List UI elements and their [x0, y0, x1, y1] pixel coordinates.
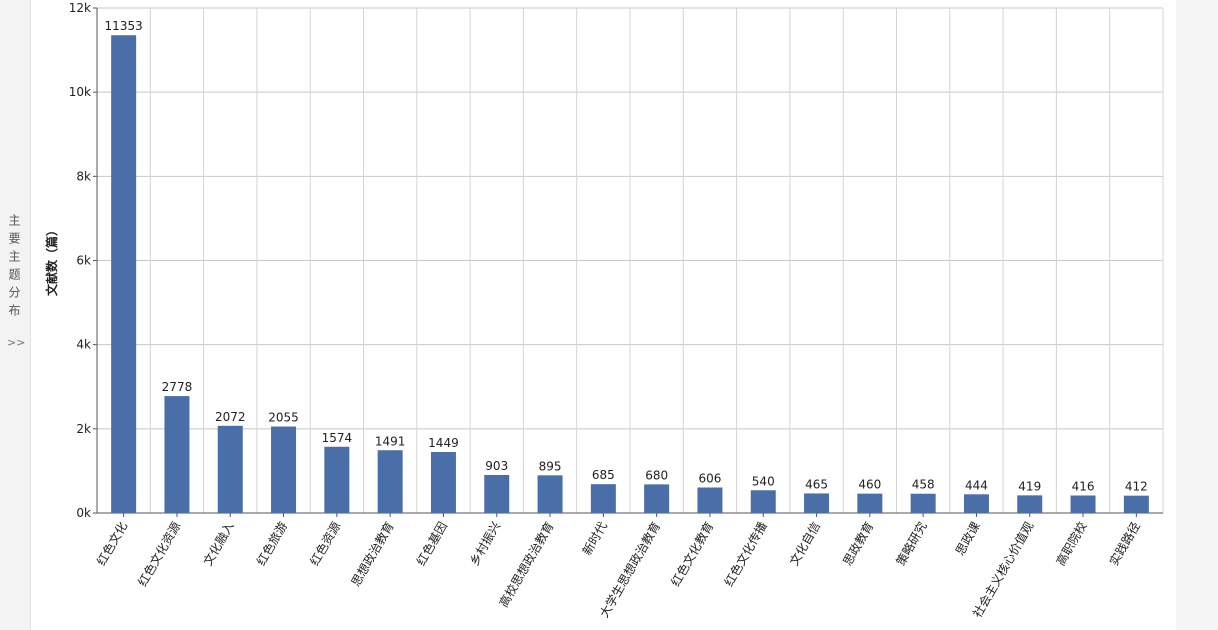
x-tick-label: 策略研究 — [893, 519, 930, 568]
value-label: 416 — [1072, 479, 1095, 493]
bar — [271, 426, 297, 513]
x-tick-label: 红色旅游 — [253, 519, 290, 568]
x-tick-label: 红色文化教育 — [668, 519, 717, 589]
bar — [590, 484, 616, 513]
bar — [324, 446, 350, 513]
bar — [804, 493, 830, 513]
value-label: 458 — [912, 478, 935, 492]
x-tick-label: 红色文化 — [93, 519, 130, 568]
value-label: 903 — [485, 459, 508, 473]
bar — [1017, 495, 1043, 513]
bar — [484, 474, 510, 513]
y-tick-label: 2k — [76, 422, 91, 436]
bar — [697, 487, 723, 513]
value-label: 606 — [698, 471, 721, 485]
x-tick-label: 思政教育 — [839, 519, 876, 568]
x-tick-label: 实践路径 — [1106, 519, 1143, 568]
x-tick-label: 文化自信 — [786, 519, 823, 568]
y-tick-label: 8k — [76, 169, 91, 183]
y-tick-label: 6k — [76, 254, 91, 268]
bar — [377, 450, 403, 513]
value-label: 2072 — [215, 410, 246, 424]
value-label: 460 — [858, 478, 881, 492]
bar — [963, 494, 989, 513]
x-tick-label: 新时代 — [579, 519, 610, 558]
bar — [644, 484, 670, 513]
y-tick-label: 0k — [76, 506, 91, 520]
value-label: 895 — [539, 459, 562, 473]
bar — [1123, 495, 1149, 513]
value-label: 1491 — [375, 434, 406, 448]
y-tick-label: 10k — [69, 85, 91, 99]
value-label: 444 — [965, 478, 988, 492]
sidebar-toggle[interactable]: >> — [7, 336, 26, 349]
sidebar: 主要主题分布 >> — [0, 0, 31, 630]
bar — [430, 452, 456, 513]
x-tick-label: 红色资源 — [306, 519, 343, 568]
x-tick-label: 社会主义核心价值观 — [969, 519, 1036, 620]
bar — [217, 425, 243, 513]
bar — [750, 490, 776, 513]
value-label: 412 — [1125, 480, 1148, 494]
x-tick-label: 大学生思想政治教育 — [596, 519, 663, 620]
bar — [164, 396, 190, 513]
value-label: 680 — [645, 468, 668, 482]
chart: 文献数（篇） 0k 2k 4k 6k 8k 10k 12k 红色文化 11353 红色文化资源 27… — [44, 1, 1164, 620]
bar — [910, 493, 936, 513]
x-tick-label: 红色文化传播 — [721, 519, 770, 589]
value-label: 540 — [752, 474, 775, 488]
value-label: 2778 — [162, 380, 193, 394]
value-label: 465 — [805, 477, 828, 491]
value-label: 1449 — [428, 436, 459, 450]
x-tick-label: 文化融入 — [200, 519, 237, 568]
x-tick-label: 红色基因 — [413, 519, 450, 568]
y-axis-label: 文献数（篇） — [44, 224, 59, 296]
x-tick-label: 红色文化资源 — [135, 519, 184, 589]
bar — [857, 493, 883, 513]
bar — [1070, 495, 1096, 513]
sidebar-label[interactable]: 主要主题分布 — [7, 214, 21, 322]
right-panel — [1176, 0, 1218, 630]
value-label: 1574 — [322, 431, 353, 445]
x-tick-label: 思想政治教育 — [348, 519, 397, 589]
x-tick-label: 思政课 — [953, 520, 983, 558]
value-label: 11353 — [105, 19, 143, 33]
x-tick-label: 高职院校 — [1053, 519, 1090, 568]
x-tick-label: 高校思想政治教育 — [496, 519, 557, 610]
x-tick-label: 乡村振兴 — [467, 520, 503, 569]
value-label: 685 — [592, 468, 615, 482]
value-label: 419 — [1018, 479, 1041, 493]
bar — [537, 475, 563, 513]
y-tick-label: 12k — [69, 1, 91, 15]
value-label: 2055 — [268, 411, 299, 425]
bar — [111, 35, 137, 514]
y-tick-label: 4k — [76, 338, 91, 352]
